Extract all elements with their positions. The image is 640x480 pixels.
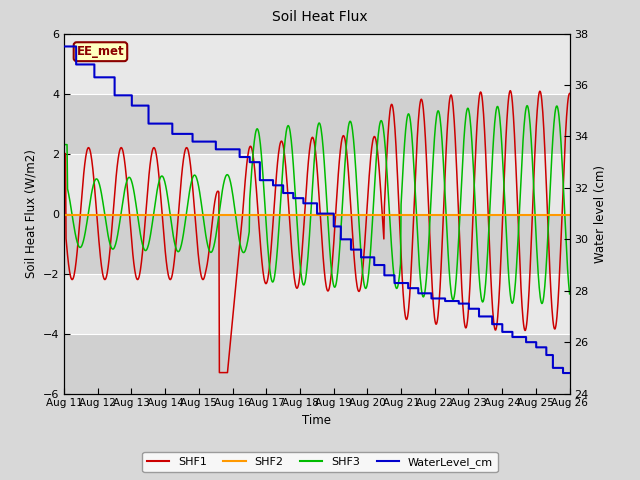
- Y-axis label: Soil Heat Flux (W/m2): Soil Heat Flux (W/m2): [24, 149, 37, 278]
- Bar: [64, 334, 570, 394]
- Text: EE_met: EE_met: [77, 45, 124, 58]
- X-axis label: Time: Time: [302, 414, 332, 427]
- Legend: SHF1, SHF2, SHF3, WaterLevel_cm: SHF1, SHF2, SHF3, WaterLevel_cm: [142, 452, 498, 472]
- Bar: [64, 274, 570, 334]
- Bar: [64, 214, 570, 274]
- Bar: [64, 34, 570, 94]
- Bar: [64, 154, 570, 214]
- Text: Soil Heat Flux: Soil Heat Flux: [272, 10, 368, 24]
- Bar: [64, 94, 570, 154]
- Y-axis label: Water level (cm): Water level (cm): [595, 165, 607, 263]
